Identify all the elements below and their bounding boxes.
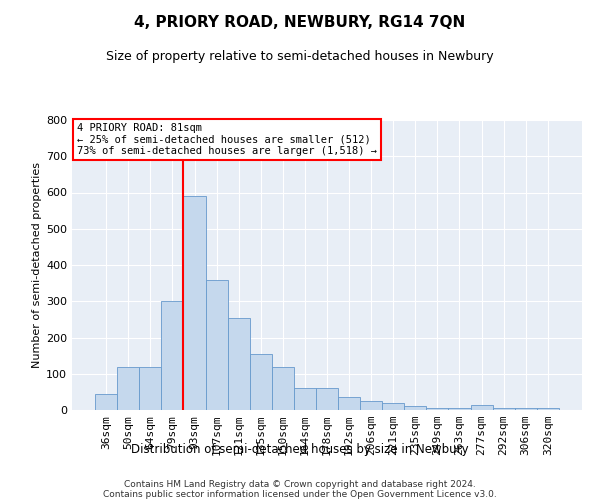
Bar bbox=[360, 401, 382, 410]
Bar bbox=[515, 408, 537, 410]
Bar bbox=[404, 406, 427, 410]
Bar bbox=[161, 301, 184, 410]
Text: Distribution of semi-detached houses by size in Newbury: Distribution of semi-detached houses by … bbox=[131, 442, 469, 456]
Bar bbox=[470, 404, 493, 410]
Bar bbox=[427, 408, 448, 410]
Bar bbox=[316, 388, 338, 410]
Bar bbox=[250, 354, 272, 410]
Text: 4, PRIORY ROAD, NEWBURY, RG14 7QN: 4, PRIORY ROAD, NEWBURY, RG14 7QN bbox=[134, 15, 466, 30]
Text: Size of property relative to semi-detached houses in Newbury: Size of property relative to semi-detach… bbox=[106, 50, 494, 63]
Bar bbox=[117, 366, 139, 410]
Y-axis label: Number of semi-detached properties: Number of semi-detached properties bbox=[32, 162, 42, 368]
Bar bbox=[448, 408, 470, 410]
Bar bbox=[294, 388, 316, 410]
Bar bbox=[184, 196, 206, 410]
Bar bbox=[272, 366, 294, 410]
Text: Contains HM Land Registry data © Crown copyright and database right 2024.: Contains HM Land Registry data © Crown c… bbox=[124, 480, 476, 489]
Text: 4 PRIORY ROAD: 81sqm
← 25% of semi-detached houses are smaller (512)
73% of semi: 4 PRIORY ROAD: 81sqm ← 25% of semi-detac… bbox=[77, 123, 377, 156]
Bar bbox=[139, 366, 161, 410]
Bar bbox=[206, 280, 227, 410]
Bar bbox=[338, 398, 360, 410]
Bar bbox=[95, 394, 117, 410]
Text: Contains public sector information licensed under the Open Government Licence v3: Contains public sector information licen… bbox=[103, 490, 497, 499]
Bar bbox=[382, 403, 404, 410]
Bar bbox=[227, 318, 250, 410]
Bar bbox=[493, 408, 515, 410]
Bar bbox=[537, 408, 559, 410]
